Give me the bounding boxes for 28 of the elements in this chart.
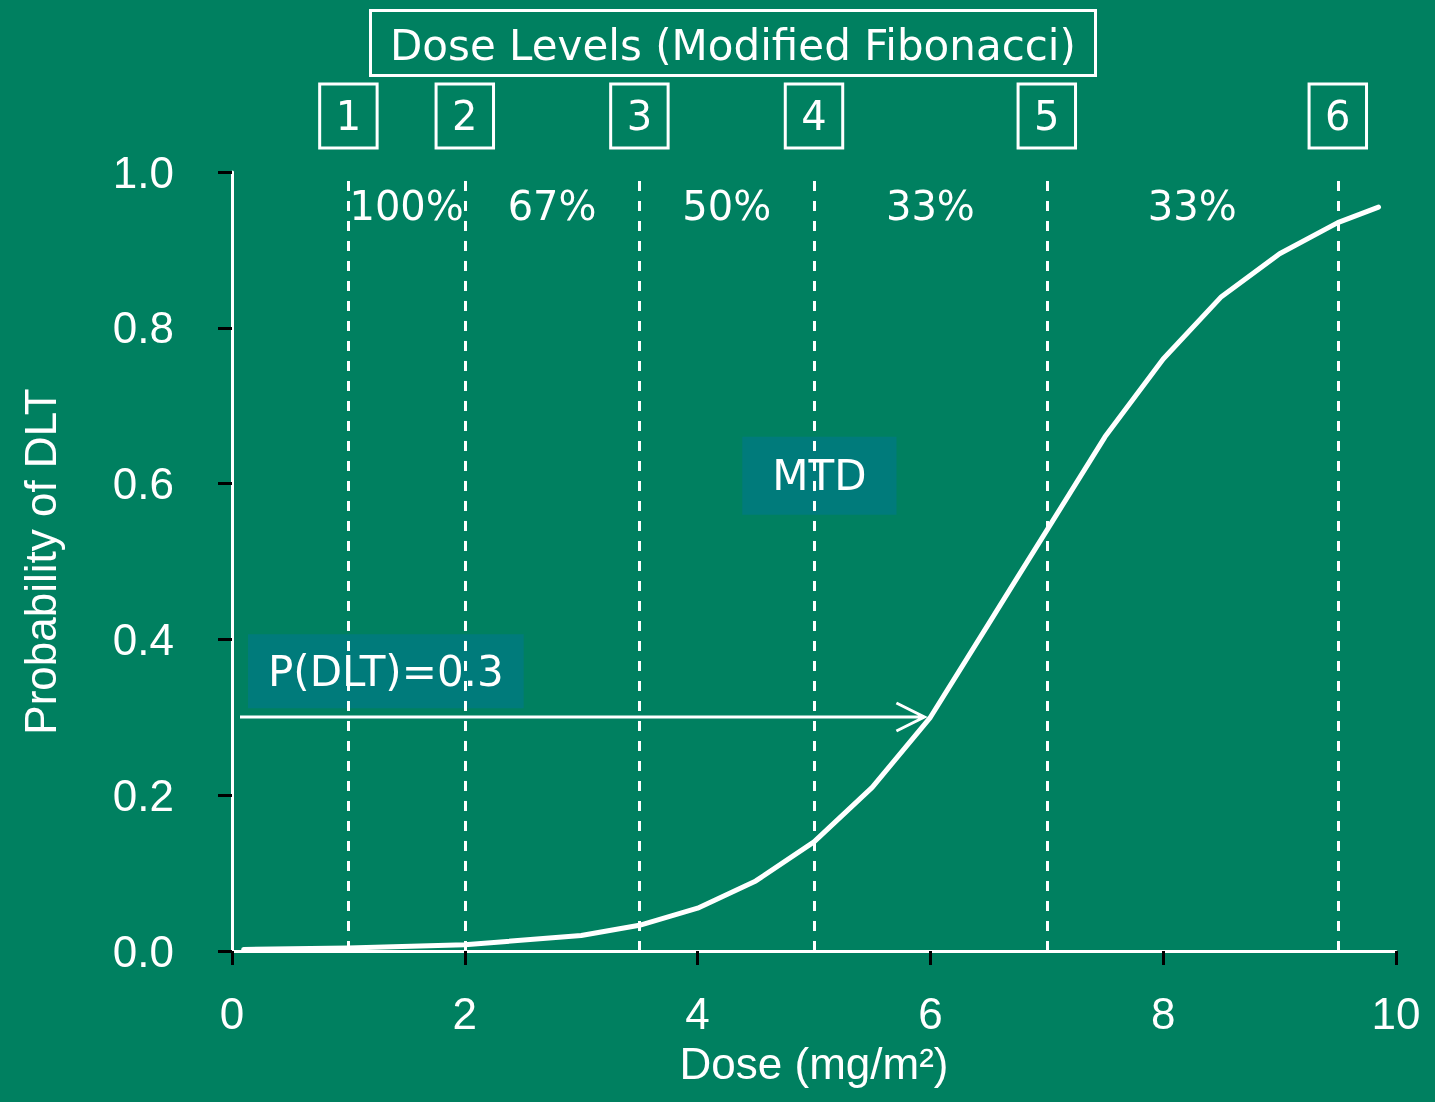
x-tick-label: 0 [219, 988, 245, 1038]
y-tick-label: 0.4 [112, 614, 174, 664]
x-tick-label: 8 [1150, 988, 1176, 1038]
annotation: 100% [349, 183, 464, 229]
y-tick-label: 0.6 [112, 459, 174, 509]
annotation: 33% [885, 183, 975, 229]
y-tick-label: 0.0 [112, 926, 174, 976]
text: 2 [452, 93, 478, 139]
text: 1 [335, 93, 362, 139]
y-tick-label: 0.8 [112, 303, 174, 353]
text: 4 [801, 93, 827, 139]
annotation: P(DLT)=0.3 [268, 646, 504, 696]
text: 3 [626, 93, 653, 139]
x-tick-label: 10 [1371, 988, 1421, 1038]
annotation: 67% [507, 183, 597, 229]
text: 5 [1034, 93, 1060, 139]
chart-title: Dose Levels (Modified Fibonacci) [390, 20, 1076, 70]
text: 6 [1325, 93, 1351, 139]
x-tick-label: 4 [685, 988, 710, 1038]
y-tick-label: 0.2 [112, 770, 174, 820]
x-tick-label: 6 [918, 988, 943, 1038]
annotation: MTD [772, 451, 867, 501]
y-tick-label: 1.0 [112, 147, 174, 197]
x-tick-label: 2 [452, 988, 478, 1038]
annotation: 50% [682, 183, 772, 229]
annotation: 33% [1147, 183, 1237, 229]
x-axis-title: Dose (mg/m²) [679, 1038, 949, 1088]
y-axis-title: Probability of DLT [15, 388, 65, 735]
